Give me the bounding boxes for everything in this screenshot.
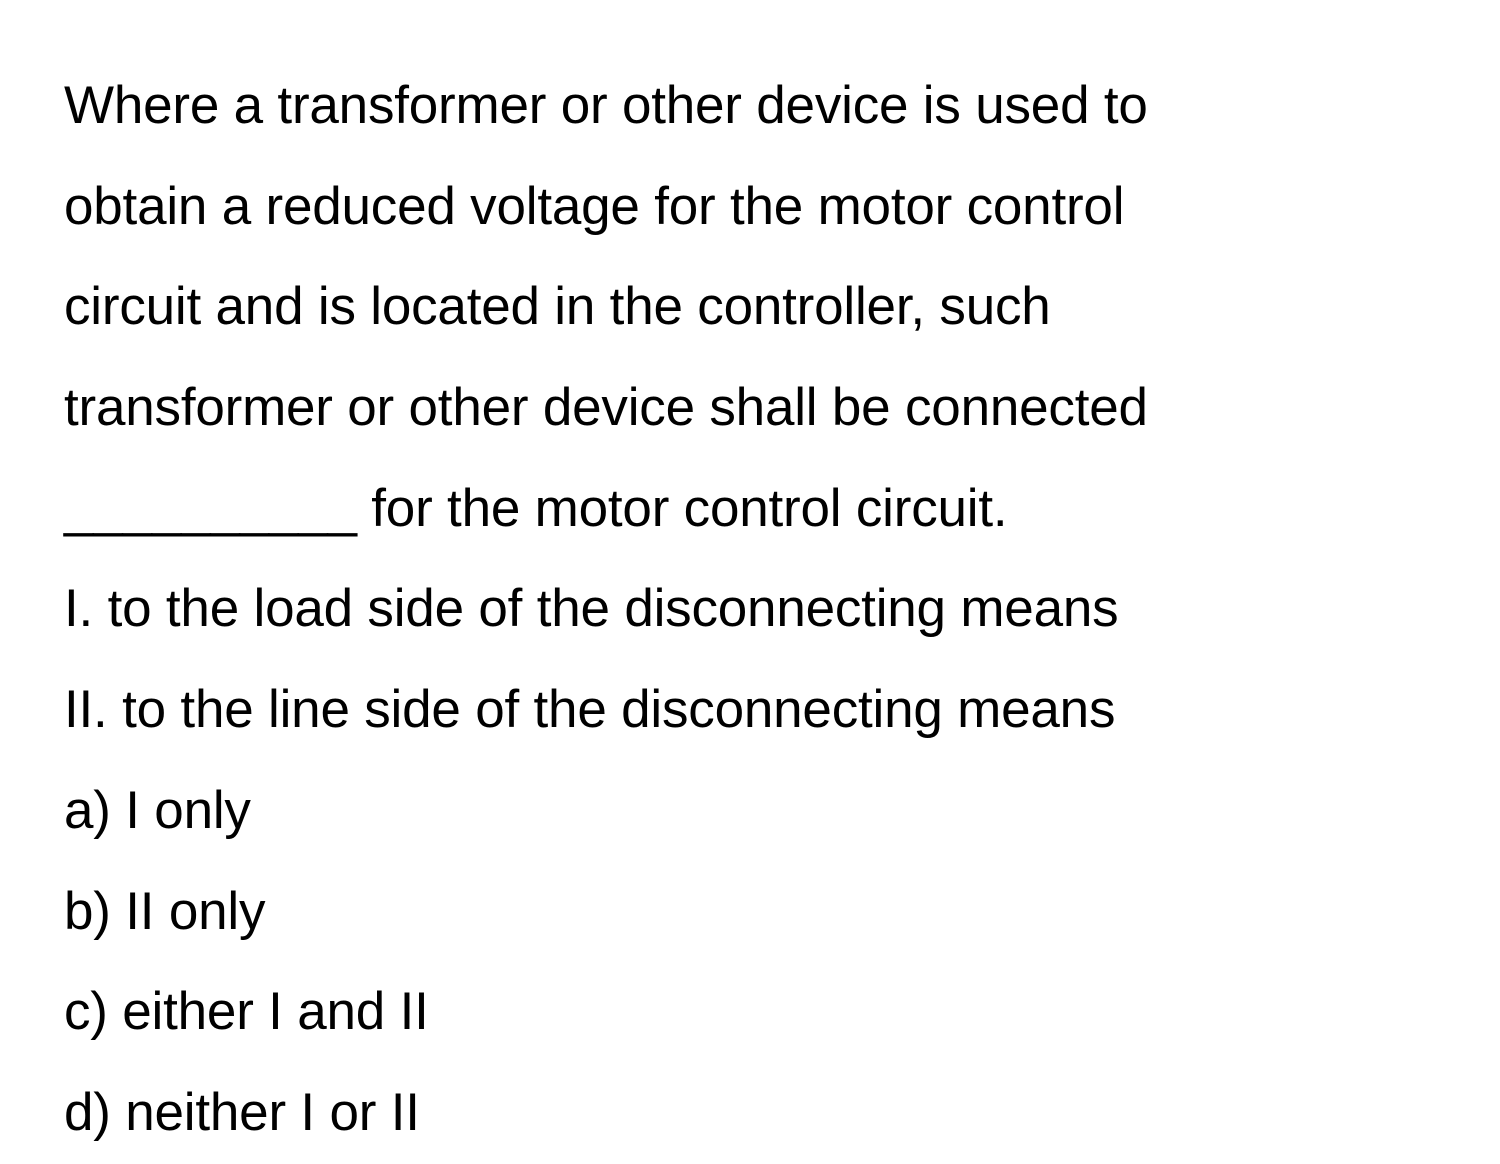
question-stem-line-2: obtain a reduced voltage for the motor c… [64, 157, 1440, 258]
option-b: b) II only [64, 862, 1440, 963]
question-stem-line-4: transformer or other device shall be con… [64, 358, 1440, 459]
statement-I: I. to the load side of the disconnecting… [64, 559, 1440, 660]
statement-II: II. to the line side of the disconnectin… [64, 660, 1440, 761]
question-stem-line-3: circuit and is located in the controller… [64, 257, 1440, 358]
option-a: a) I only [64, 761, 1440, 862]
question-page: Where a transformer or other device is u… [0, 0, 1500, 1128]
option-d: d) neither I or II [64, 1063, 1440, 1164]
question-stem-line-1: Where a transformer or other device is u… [64, 56, 1440, 157]
option-c: c) either I and II [64, 962, 1440, 1063]
question-stem-line-5: __________ for the motor control circuit… [64, 459, 1440, 560]
